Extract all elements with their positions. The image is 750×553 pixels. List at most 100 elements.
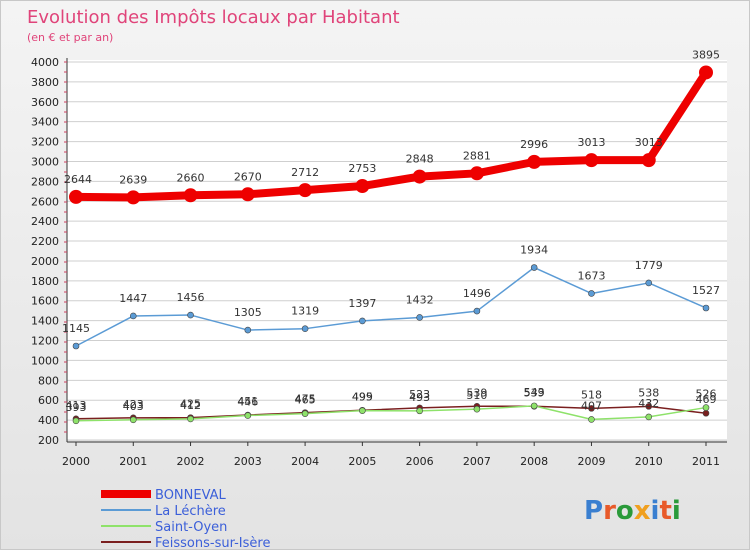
data-point	[244, 412, 252, 419]
data-point	[416, 314, 423, 321]
x-tick-label: 2010	[635, 455, 663, 468]
data-label: 407	[581, 399, 602, 412]
plot-area	[67, 60, 727, 440]
series-layer	[69, 65, 713, 425]
data-label: 543	[524, 386, 545, 399]
data-point	[469, 166, 484, 181]
data-point	[298, 183, 313, 198]
data-point	[72, 417, 80, 425]
data-point	[301, 325, 309, 332]
y-tick-label: 1000	[31, 354, 59, 367]
brand-logo: Proxiti	[584, 496, 681, 526]
y-tick-label: 600	[38, 394, 59, 407]
x-tick-label: 2000	[62, 455, 90, 468]
y-tick-label: 3600	[31, 96, 59, 109]
brand-letter: x	[634, 496, 651, 526]
data-label: 412	[180, 399, 201, 412]
data-label: 495	[352, 391, 373, 404]
data-label: 1319	[291, 305, 319, 318]
brand-letter: i	[672, 496, 681, 526]
legend-label: La Léchère	[155, 504, 226, 519]
x-tick-label: 2008	[520, 455, 548, 468]
data-point	[129, 416, 137, 424]
data-label: 493	[409, 391, 430, 404]
data-point	[530, 402, 538, 410]
x-tick-label: 2002	[177, 455, 205, 468]
data-label: 1432	[406, 293, 434, 306]
data-point	[699, 65, 713, 80]
series-line-feissons-sur-is-re	[75, 405, 707, 420]
data-label: 1447	[119, 292, 147, 305]
y-tick-label: 400	[38, 414, 59, 427]
data-label: 518	[581, 388, 602, 401]
y-tick-label: 4000	[31, 56, 59, 69]
data-label: 451	[237, 395, 258, 408]
legend-label: Feissons-sur-Isère	[155, 536, 270, 549]
data-label: 413	[66, 399, 87, 412]
axis-layer: 200 400 600 800 1000 1200 1400 1600 1800 2000 2200…	[31, 56, 727, 468]
data-point	[702, 409, 710, 417]
data-label: 1496	[463, 287, 491, 300]
data-label: 432	[638, 397, 659, 410]
y-tick-label: 3400	[31, 116, 59, 129]
data-label: 539	[524, 386, 545, 399]
data-point	[645, 403, 653, 410]
brand-letter: t	[659, 496, 671, 526]
legend-label: Saint-Oyen	[155, 520, 227, 535]
x-tick-label: 2004	[291, 455, 319, 468]
x-tick-label: 2005	[348, 455, 376, 468]
data-point	[244, 326, 252, 334]
data-label: 1305	[234, 306, 262, 319]
data-label: 465	[295, 394, 316, 407]
y-tick-label: 2000	[31, 255, 59, 268]
data-label: 469	[696, 393, 717, 406]
data-point	[187, 415, 194, 423]
data-point	[240, 187, 255, 202]
data-label: 1456	[177, 291, 205, 304]
data-label: 1397	[348, 297, 376, 310]
brand-letter: r	[603, 496, 616, 526]
data-label: 393	[66, 401, 87, 414]
y-tick-label: 3200	[31, 136, 59, 149]
data-label: 3895	[692, 48, 720, 61]
x-tick-label: 2001	[119, 455, 147, 468]
y-tick-label: 200	[38, 434, 59, 447]
data-point	[416, 407, 423, 415]
data-label: 425	[180, 398, 201, 411]
data-point	[129, 312, 137, 320]
data-point	[584, 153, 599, 168]
y-tick-label: 800	[38, 374, 59, 387]
data-label: 446	[237, 396, 258, 409]
y-tick-label: 2400	[31, 215, 59, 228]
data-label: 403	[123, 400, 144, 413]
data-label: 2660	[177, 171, 205, 184]
x-tick-label: 2007	[463, 455, 491, 468]
data-label: 1527	[692, 284, 720, 297]
data-label: 475	[295, 393, 316, 406]
data-label: 2712	[291, 166, 319, 179]
data-point	[645, 279, 653, 287]
brand-letter: P	[584, 496, 603, 526]
data-point	[588, 405, 595, 412]
brand-letter: i	[651, 496, 660, 526]
y-tick-label: 1400	[31, 315, 59, 328]
data-point	[473, 307, 481, 315]
data-label: 2753	[348, 162, 376, 175]
x-tick-label: 2011	[692, 455, 720, 468]
data-label: 1145	[62, 322, 90, 335]
data-point	[641, 153, 656, 168]
y-tick-label: 1200	[31, 335, 59, 348]
data-point	[645, 413, 653, 421]
x-tick-label: 2009	[577, 455, 605, 468]
chart-title: Evolution des Impôts locaux par Habitant	[27, 7, 400, 28]
data-point	[359, 407, 366, 414]
y-tick-label: 1800	[31, 275, 59, 288]
x-tick-label: 2006	[406, 455, 434, 468]
data-point	[527, 154, 542, 169]
data-label: 3013	[635, 136, 663, 149]
grid-layer	[67, 60, 727, 441]
series-line-bonneval	[72, 68, 710, 202]
